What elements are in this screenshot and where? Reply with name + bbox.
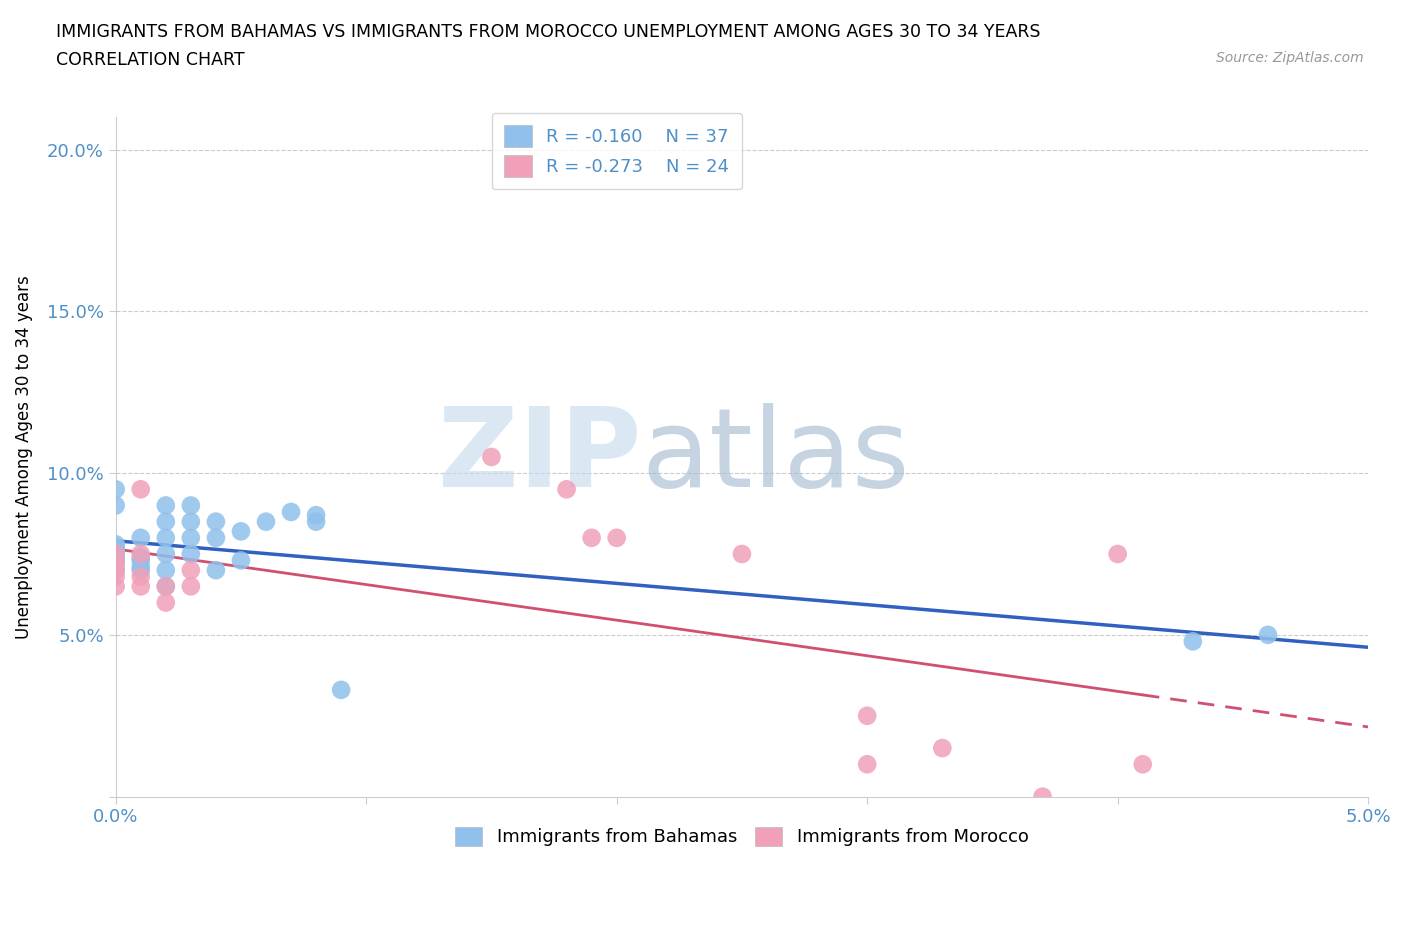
Point [129, 482, 152, 497]
Point [931, 740, 953, 755]
Point [104, 553, 127, 568]
Point [155, 530, 177, 545]
Point [180, 498, 202, 513]
Point [1181, 634, 1204, 649]
Point [731, 547, 754, 562]
Point [856, 709, 879, 724]
Point [129, 547, 152, 562]
Point [104, 556, 127, 571]
Point [155, 498, 177, 513]
Point [180, 578, 202, 593]
Point [155, 595, 177, 610]
Point [1132, 757, 1154, 772]
Point [581, 530, 603, 545]
Point [104, 563, 127, 578]
Point [229, 553, 252, 568]
Point [180, 530, 202, 545]
Point [555, 482, 578, 497]
Point [180, 547, 202, 562]
Point [155, 514, 177, 529]
Point [1031, 790, 1053, 804]
Text: CORRELATION CHART: CORRELATION CHART [56, 51, 245, 69]
Legend: Immigrants from Bahamas, Immigrants from Morocco: Immigrants from Bahamas, Immigrants from… [446, 818, 1038, 856]
Point [606, 530, 628, 545]
Point [104, 482, 127, 497]
Text: Source: ZipAtlas.com: Source: ZipAtlas.com [1216, 51, 1364, 65]
Text: atlas: atlas [641, 404, 910, 511]
Point [129, 563, 152, 578]
Point [104, 569, 127, 584]
Point [104, 540, 127, 555]
Point [104, 578, 127, 593]
Point [254, 514, 277, 529]
Point [180, 514, 202, 529]
Point [1257, 628, 1279, 643]
Point [305, 508, 328, 523]
Point [129, 560, 152, 575]
Point [205, 514, 228, 529]
Point [155, 578, 177, 593]
Point [856, 757, 879, 772]
Point [129, 550, 152, 565]
Point [104, 547, 127, 562]
Point [104, 543, 127, 558]
Point [129, 569, 152, 584]
Point [104, 498, 127, 513]
Point [330, 683, 353, 698]
Text: IMMIGRANTS FROM BAHAMAS VS IMMIGRANTS FROM MOROCCO UNEMPLOYMENT AMONG AGES 30 TO: IMMIGRANTS FROM BAHAMAS VS IMMIGRANTS FR… [56, 23, 1040, 41]
Point [1107, 547, 1129, 562]
Point [180, 563, 202, 578]
Point [280, 504, 302, 519]
Point [481, 449, 503, 464]
Point [104, 537, 127, 551]
Point [205, 530, 228, 545]
Point [129, 553, 152, 568]
Point [129, 578, 152, 593]
Point [305, 514, 328, 529]
Point [155, 563, 177, 578]
Point [104, 550, 127, 565]
Point [205, 563, 228, 578]
Point [104, 556, 127, 571]
Text: ZIP: ZIP [439, 404, 641, 511]
Point [155, 547, 177, 562]
Point [104, 547, 127, 562]
Point [129, 530, 152, 545]
Y-axis label: Unemployment Among Ages 30 to 34 years: Unemployment Among Ages 30 to 34 years [15, 275, 32, 639]
Point [155, 578, 177, 593]
Point [104, 563, 127, 578]
Point [229, 524, 252, 538]
